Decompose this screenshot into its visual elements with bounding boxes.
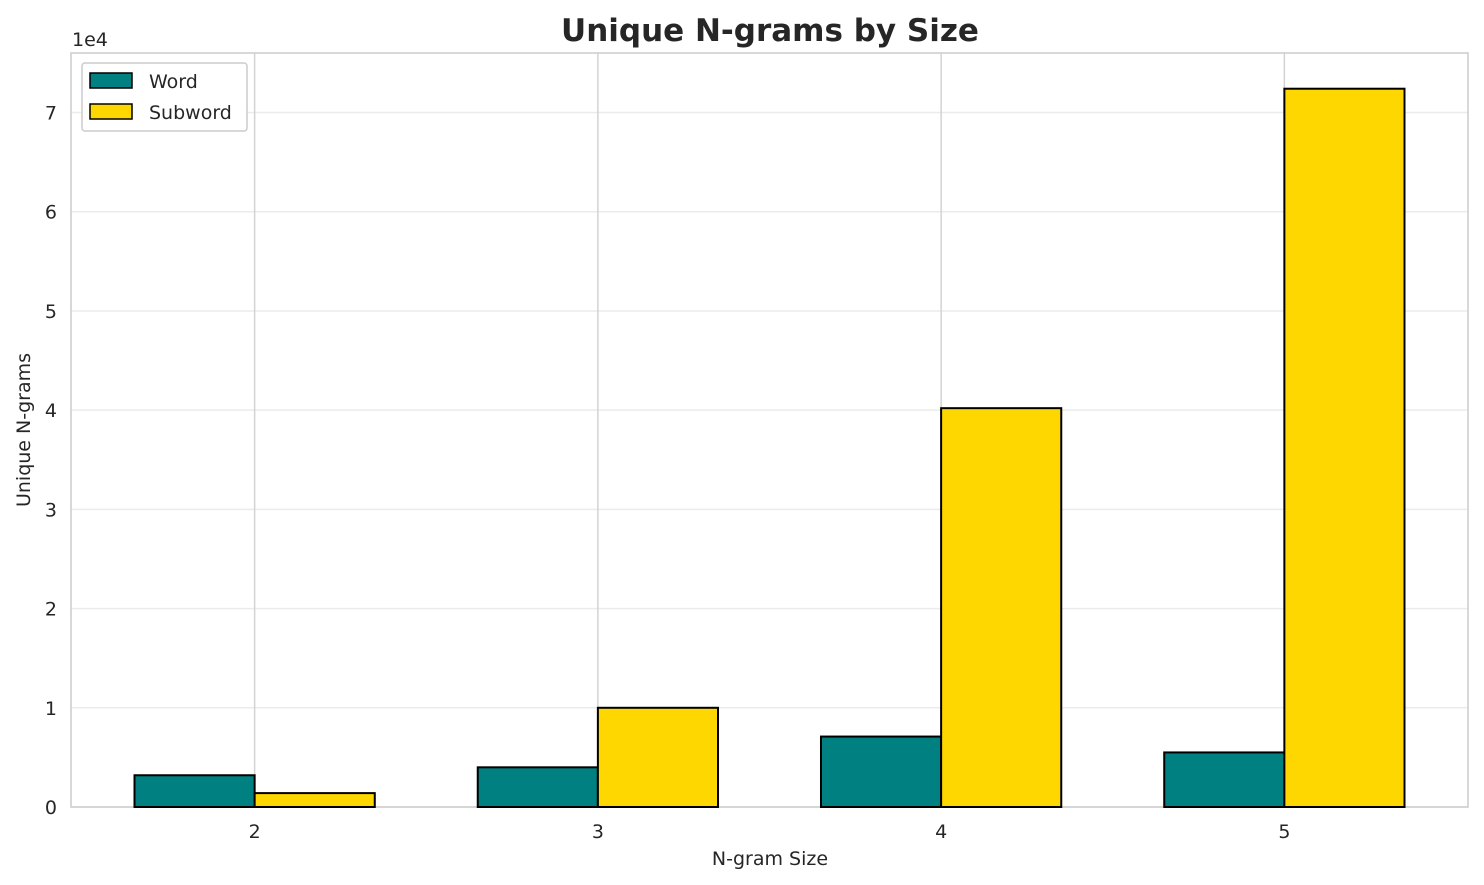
bar-word-5	[1163, 751, 1286, 808]
y-tick-label: 1	[45, 698, 57, 720]
y-tick-label: 6	[45, 202, 57, 224]
bar-subword-2	[253, 792, 376, 809]
x-axis-label: N-gram Size	[712, 848, 828, 870]
legend-label-subword: Subword	[149, 102, 232, 124]
x-tick-label: 5	[1278, 821, 1290, 843]
bar-word-4	[819, 735, 943, 809]
y-axis-offset-label: 1e4	[72, 29, 108, 51]
grid-layer	[71, 53, 1468, 808]
bar-word-3	[476, 766, 599, 809]
legend-label-word: Word	[149, 71, 198, 93]
ticks-layer: 0 1 2 3 4 5 6 7 2 3 4 5	[45, 103, 1291, 843]
x-tick-label: 3	[592, 821, 604, 843]
legend: Word Subword	[81, 62, 248, 132]
y-tick-label: 2	[45, 599, 57, 621]
bar-subword-4	[940, 407, 1063, 808]
y-tick-label: 5	[45, 301, 57, 323]
bar-subword-5	[1283, 87, 1406, 809]
chart-title: Unique N-grams by Size	[561, 13, 979, 49]
legend-swatch-subword	[89, 103, 133, 120]
bar-subword-3	[596, 706, 720, 809]
y-tick-label: 4	[45, 400, 57, 422]
y-tick-label: 7	[45, 103, 57, 125]
y-tick-label: 3	[45, 499, 57, 521]
x-tick-label: 4	[935, 821, 947, 843]
legend-swatch-word	[89, 72, 133, 89]
x-tick-label: 2	[249, 821, 261, 843]
y-axis-label: Unique N-grams	[13, 353, 35, 507]
bar-word-2	[133, 774, 256, 808]
y-tick-label: 0	[45, 797, 57, 819]
plot-frame	[70, 52, 1469, 808]
bars-layer	[133, 87, 1406, 809]
